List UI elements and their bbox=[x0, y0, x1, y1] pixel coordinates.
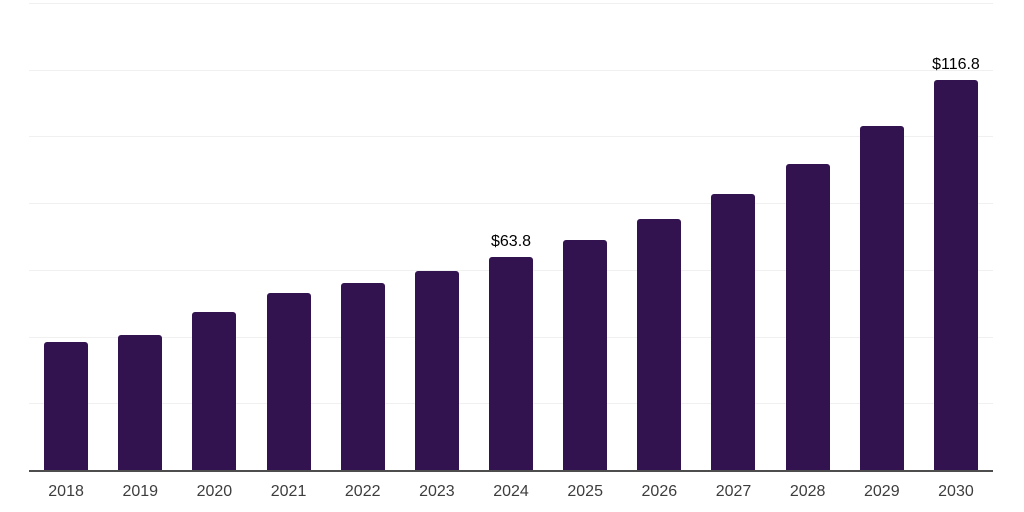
bar-value-label-2030: $116.8 bbox=[932, 56, 980, 74]
bar-slot-2028 bbox=[771, 3, 845, 470]
bar-2022 bbox=[340, 282, 385, 470]
bar-slot-2029 bbox=[845, 3, 919, 470]
bar-2028 bbox=[785, 163, 830, 470]
bar-slot-2018 bbox=[29, 3, 103, 470]
x-axis-line bbox=[29, 470, 993, 472]
x-tick-label-2019: 2019 bbox=[122, 483, 159, 500]
x-tick-label-2022: 2022 bbox=[344, 483, 381, 500]
bar-slot-2026 bbox=[622, 3, 696, 470]
bar-slot-2025 bbox=[548, 3, 622, 470]
x-tick-label-2023: 2023 bbox=[419, 483, 455, 500]
bar-slot-2024: $63.8 bbox=[474, 3, 548, 470]
x-axis-tick-labels: 2018 2019 2020 2021 2022 2023 2024 2025 2026 2027… bbox=[29, 482, 993, 502]
x-tick-label-2028: 2028 bbox=[789, 483, 826, 500]
bar-2020 bbox=[192, 311, 237, 470]
bar-slot-2023 bbox=[400, 3, 474, 470]
bar-slot-2027 bbox=[696, 3, 770, 470]
bar-2030 bbox=[933, 80, 978, 470]
bar-2024 bbox=[489, 257, 534, 470]
x-tick-label-2020: 2020 bbox=[196, 483, 233, 500]
gridline-100 bbox=[29, 136, 993, 138]
bar-value-label-2024: $63.8 bbox=[490, 233, 532, 251]
bar-slot-2030: $116.8 bbox=[919, 3, 993, 470]
x-tick-label-2021: 2021 bbox=[270, 483, 307, 500]
bar-2027 bbox=[711, 194, 756, 470]
plot-area: $63.8 $116.8 bbox=[29, 3, 993, 472]
x-tick-label-2029: 2029 bbox=[864, 483, 900, 500]
x-tick-label-2024: 2024 bbox=[493, 483, 529, 500]
bar-2026 bbox=[637, 218, 682, 470]
gridline-80 bbox=[29, 203, 993, 205]
x-tick-label-2027: 2027 bbox=[715, 483, 752, 500]
x-tick-label-2025: 2025 bbox=[567, 483, 603, 500]
bar-slot-2019 bbox=[103, 3, 177, 470]
bar-slot-2020 bbox=[177, 3, 251, 470]
bar-2029 bbox=[859, 126, 904, 470]
bar-2021 bbox=[266, 292, 311, 470]
gridline-120 bbox=[29, 69, 993, 71]
bar-slot-2022 bbox=[326, 3, 400, 470]
gridline-140 bbox=[29, 3, 993, 4]
bar-2025 bbox=[563, 239, 608, 470]
bar-series: $63.8 $116.8 bbox=[29, 3, 993, 470]
x-tick-label-2018: 2018 bbox=[48, 483, 84, 500]
bar-slot-2021 bbox=[251, 3, 325, 470]
bar-2018 bbox=[44, 341, 89, 470]
x-tick-label-2026: 2026 bbox=[641, 483, 678, 500]
bar-2023 bbox=[414, 270, 459, 470]
bar-2019 bbox=[118, 334, 163, 470]
x-tick-label-2030: 2030 bbox=[938, 483, 974, 500]
